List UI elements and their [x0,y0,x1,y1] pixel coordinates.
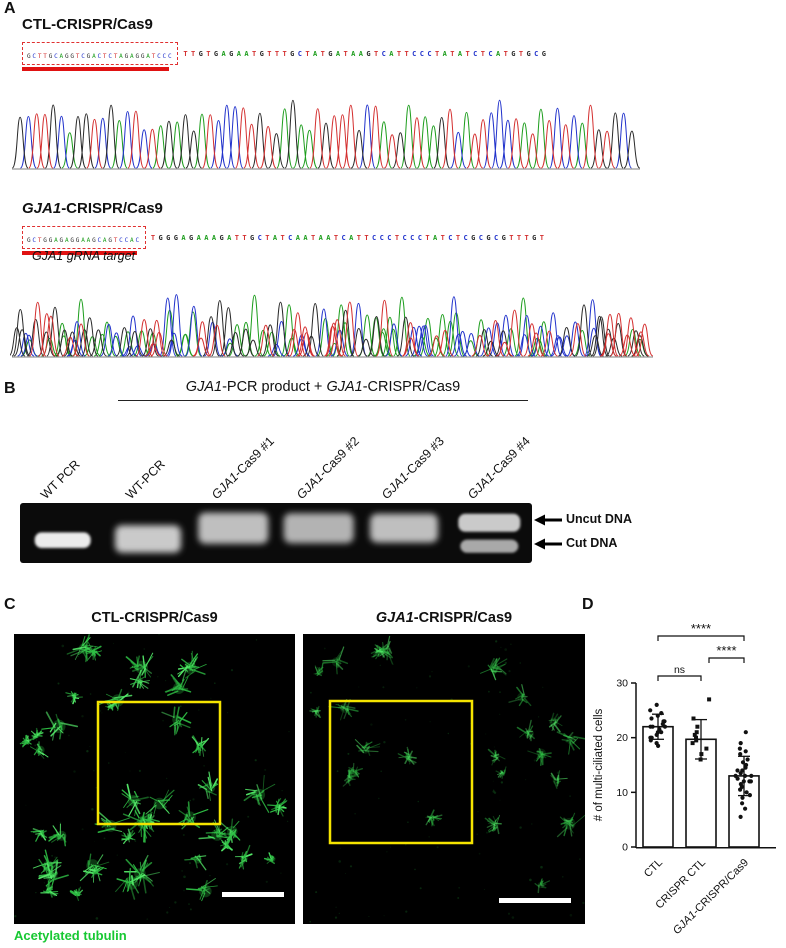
gja1-image-title: GJA1-CRISPR/Cas9 [303,610,585,626]
uncut-dna-label: Uncut DNA [566,512,632,526]
ctl-image-title: CTL-CRISPR/Cas9 [91,610,218,626]
gel-lane-label: GJA1-Cas9 #3 [379,434,448,502]
gel-lane-label: GJA1-Cas9 #1 [208,434,277,502]
svg-text:****: **** [691,621,711,636]
gja1-grna-target-box: GCTGGAGAGGAAGCAGTCCAC [22,226,146,255]
stain-label: Acetylated tubulin [14,928,127,943]
gel-title: GJA1-PCR product + GJA1-CRISPR/Cas9 [118,379,528,401]
gja1-chromatogram [10,294,654,358]
gja1-sequence-text: TGGGAGAAAGATTGCTATCAATAATCATTCCCTCCCTATC… [150,233,548,242]
svg-text:CTL: CTL [642,857,665,880]
svg-text:****: **** [716,643,736,658]
gel-title-part: -PCR product + [222,379,327,395]
gel-arrows [534,514,562,550]
svg-text:10: 10 [616,787,628,799]
gel-image [20,503,532,563]
gel-title-part: -CRISPR/Cas9 [362,379,461,395]
gel-lane-label: WT PCR [38,457,83,502]
svg-text:ns: ns [674,664,685,676]
gja1-sequence-row: GCTGGAGAGGAAGCAGTCCAC TGGGAGAAAGATTGCTAT… [22,226,548,255]
gel-title-part: GJA1 [185,379,223,395]
roi-box [328,699,474,845]
svg-text:20: 20 [616,732,628,744]
panel-b-label: B [4,380,16,397]
uncut-arrow-icon [534,514,562,526]
gja1-image-title-italic: GJA1 [375,610,414,626]
ctl-sequence-row: GCTTGCAGGTCGACTCTAGAGGATCCC TTGTGAGAATGT… [22,42,550,71]
gja1-sequencing-title: GJA1-CRISPR/Cas9 [22,200,163,217]
ctl-boxed-sequence: GCTTGCAGGTCGACTCTAGAGGATCCC [27,53,174,60]
panel-d-label: D [582,596,594,613]
roi-box [96,700,222,826]
gel-lane-label: GJA1-Cas9 #4 [464,434,533,502]
scale-bar [499,898,571,903]
gel-lane-label: WT-PCR [123,457,169,502]
ctl-fluorescence-image [14,634,295,924]
ctl-chromatogram [11,99,641,170]
cut-arrow-icon [534,538,562,550]
gja1-grna-target-label: GJA1 gRNA target [32,249,136,263]
gja1-image-title-rest: -CRISPR/Cas9 [413,610,513,626]
gja1-sequencing-title-italic: GJA1 [22,200,62,217]
ctl-sequencing-title: CTL-CRISPR/Cas9 [22,16,153,33]
gel-title-part: GJA1 [326,379,363,395]
gja1-fluorescence-image [303,634,585,924]
ctl-sequence-text: TTGTGAGAATGTTTGCTATGATAAGTCATTCCCTATATCT… [183,49,550,58]
gja1-sequencing-title-rest: -CRISPR/Cas9 [61,200,163,217]
svg-text:# of multi-ciliated cells: # of multi-ciliated cells [593,709,605,822]
gja1-boxed-sequence: GCTGGAGAGGAAGCAGTCCAC [27,237,141,244]
panel-c-label: C [4,596,16,613]
ctl-grna-target-box: GCTTGCAGGTCGACTCTAGAGGATCCC [22,42,179,71]
svg-text:30: 30 [616,678,628,690]
scale-bar [222,892,284,897]
gel-lane-label: GJA1-Cas9 #2 [294,434,362,502]
cut-dna-label: Cut DNA [566,536,618,550]
svg-text:GJA1-CRISPR/Cas9: GJA1-CRISPR/Cas9 [671,857,751,937]
svg-text:0: 0 [622,842,628,854]
panel-a-label: A [4,0,16,17]
